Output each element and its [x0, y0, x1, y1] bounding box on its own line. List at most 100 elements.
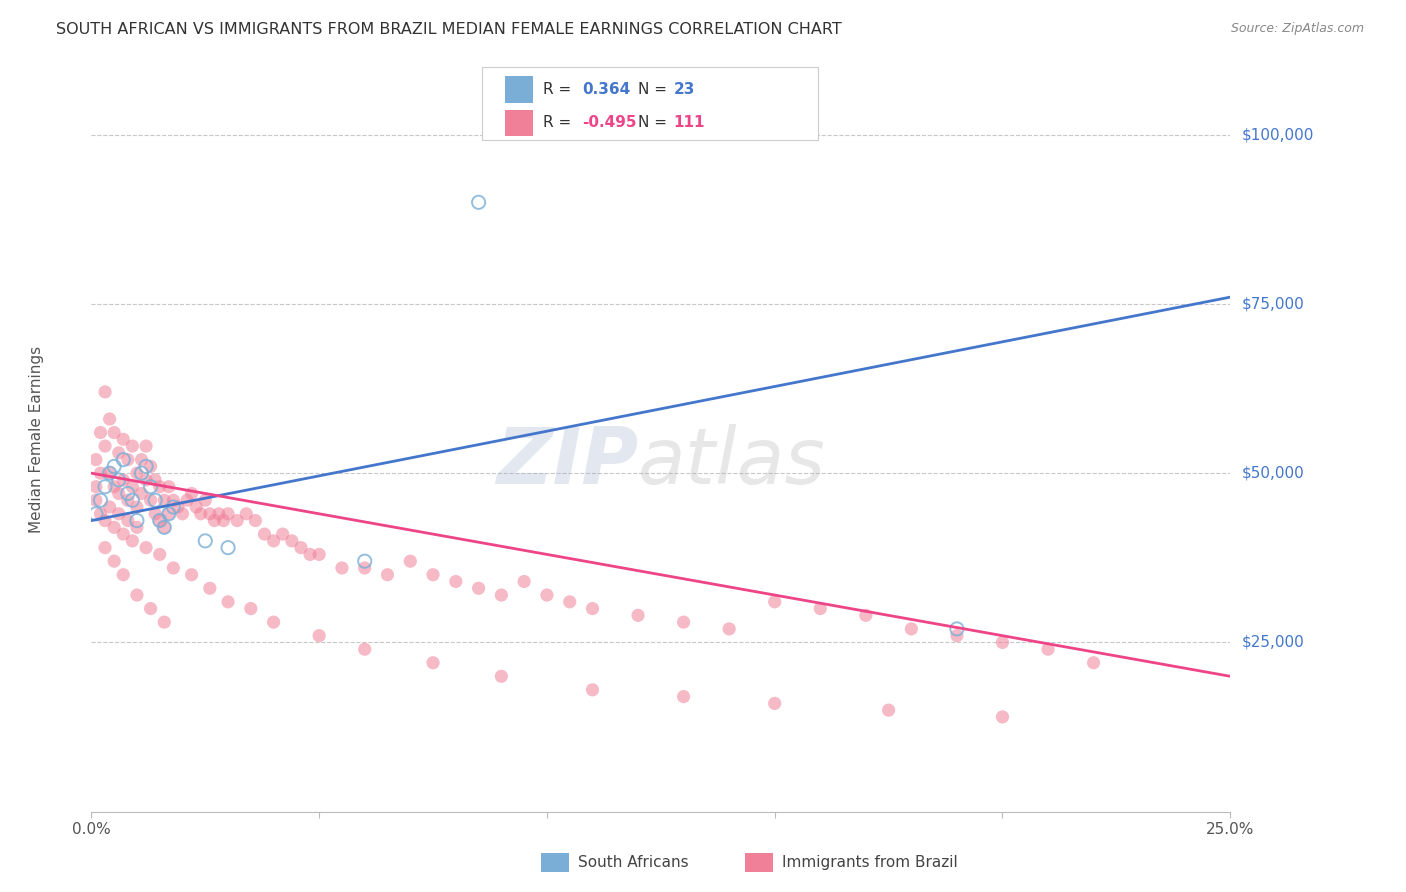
Text: South Africans: South Africans	[578, 855, 689, 870]
Point	[198, 582, 221, 596]
Point	[94, 480, 117, 494]
Point	[353, 642, 375, 657]
Text: N =: N =	[638, 115, 672, 130]
Point	[176, 493, 198, 508]
Point	[112, 527, 135, 541]
Text: $50,000: $50,000	[1241, 466, 1305, 481]
Point	[186, 500, 208, 514]
Text: $75,000: $75,000	[1241, 296, 1305, 311]
Point	[1083, 656, 1105, 670]
Point	[399, 554, 422, 568]
Point	[672, 615, 695, 629]
Point	[103, 520, 125, 534]
Text: $25,000: $25,000	[1241, 635, 1305, 650]
Point	[217, 507, 239, 521]
Text: -0.495: -0.495	[582, 115, 637, 130]
Point	[281, 533, 304, 548]
Point	[946, 629, 969, 643]
Point	[467, 582, 489, 596]
Text: 23: 23	[673, 82, 695, 97]
Point	[226, 514, 249, 528]
Point	[143, 473, 166, 487]
Point	[149, 548, 172, 562]
Point	[763, 595, 786, 609]
Point	[121, 493, 143, 508]
Point	[299, 548, 322, 562]
Point	[125, 520, 148, 534]
Point	[353, 554, 375, 568]
Point	[153, 520, 176, 534]
Text: Source: ZipAtlas.com: Source: ZipAtlas.com	[1230, 22, 1364, 36]
Point	[180, 567, 202, 582]
Point	[112, 433, 135, 447]
Text: 0.364: 0.364	[582, 82, 630, 97]
Point	[946, 622, 969, 636]
Point	[290, 541, 312, 555]
Point	[107, 486, 129, 500]
Point	[491, 588, 513, 602]
Point	[558, 595, 581, 609]
Point	[162, 493, 184, 508]
Text: R =: R =	[543, 82, 576, 97]
Text: Immigrants from Brazil: Immigrants from Brazil	[782, 855, 957, 870]
Point	[149, 480, 172, 494]
Point	[107, 507, 129, 521]
Point	[121, 439, 143, 453]
Point	[89, 507, 111, 521]
Point	[467, 195, 489, 210]
Point	[180, 486, 202, 500]
Point	[491, 669, 513, 683]
Point	[125, 466, 148, 480]
Point	[135, 473, 157, 487]
Point	[308, 629, 330, 643]
Point	[89, 466, 111, 480]
Point	[991, 710, 1014, 724]
Point	[94, 541, 117, 555]
Point	[139, 601, 162, 615]
Point	[808, 601, 831, 615]
Point	[172, 507, 194, 521]
Point	[194, 493, 217, 508]
Point	[125, 500, 148, 514]
Point	[235, 507, 257, 521]
Point	[377, 567, 399, 582]
Point	[107, 446, 129, 460]
Point	[513, 574, 536, 589]
Point	[103, 425, 125, 440]
Point	[217, 541, 239, 555]
Point	[198, 507, 221, 521]
Point	[117, 514, 139, 528]
Point	[444, 574, 467, 589]
Point	[271, 527, 294, 541]
Text: atlas: atlas	[638, 424, 825, 500]
Point	[135, 459, 157, 474]
Point	[84, 480, 107, 494]
Point	[112, 473, 135, 487]
Point	[157, 507, 180, 521]
Point	[263, 533, 285, 548]
Point	[153, 615, 176, 629]
Point	[139, 493, 162, 508]
Point	[245, 514, 267, 528]
Point	[84, 493, 107, 508]
Text: SOUTH AFRICAN VS IMMIGRANTS FROM BRAZIL MEDIAN FEMALE EARNINGS CORRELATION CHART: SOUTH AFRICAN VS IMMIGRANTS FROM BRAZIL …	[56, 22, 842, 37]
Point	[98, 466, 121, 480]
Point	[877, 703, 900, 717]
Point	[157, 507, 180, 521]
Point	[112, 567, 135, 582]
Point	[422, 567, 444, 582]
Point	[131, 486, 153, 500]
Point	[84, 507, 107, 521]
Point	[84, 452, 107, 467]
Point	[855, 608, 877, 623]
Text: N =: N =	[638, 82, 672, 97]
Point	[763, 697, 786, 711]
Point	[718, 622, 741, 636]
Point	[239, 601, 262, 615]
Point	[121, 480, 143, 494]
Point	[98, 500, 121, 514]
Point	[162, 500, 184, 514]
Text: Median Female Earnings: Median Female Earnings	[30, 346, 44, 533]
Point	[125, 588, 148, 602]
Point	[672, 690, 695, 704]
